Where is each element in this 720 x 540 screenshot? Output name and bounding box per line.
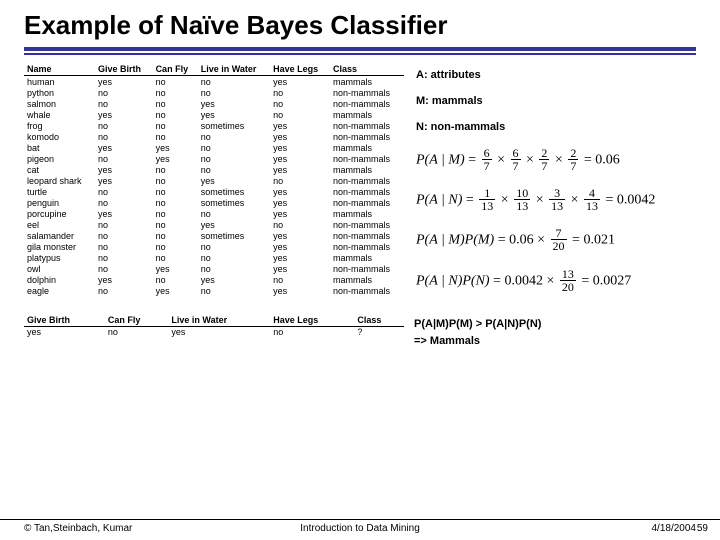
legend-a: A: attributes — [416, 69, 696, 81]
table-row: eelnonoyesnonon-mammals — [24, 219, 404, 230]
table-header: Class — [330, 63, 404, 76]
table-header: Live in Water — [168, 314, 270, 327]
table-row: eaglenoyesnoyesnon-mammals — [24, 285, 404, 296]
equation-pam: P(A | M) = 67 × 67 × 27 × 27 = 0.06 — [416, 147, 696, 173]
table-row: humanyesnonoyesmammals — [24, 76, 404, 88]
footer-date: 4/18/2004 — [652, 523, 697, 534]
table-row: pythonnononononon-mammals — [24, 87, 404, 98]
page-number: 59 — [697, 523, 708, 534]
table-row: penguinnonosometimesyesnon-mammals — [24, 197, 404, 208]
training-table: NameGive BirthCan FlyLive in WaterHave L… — [24, 63, 404, 296]
table-header: Have Legs — [270, 63, 330, 76]
table-row: salamandernonosometimesyesnon-mammals — [24, 230, 404, 241]
table-row: komodonononoyesnon-mammals — [24, 131, 404, 142]
table-header: Have Legs — [270, 314, 354, 327]
table-header: Name — [24, 63, 95, 76]
table-row: batyesyesnoyesmammals — [24, 142, 404, 153]
table-header: Class — [354, 314, 404, 327]
table-header: Give Birth — [24, 314, 105, 327]
slide-title: Example of Naïve Bayes Classifier — [24, 10, 696, 41]
footer: © Tan,Steinbach, Kumar Introduction to D… — [0, 519, 720, 534]
result-block: P(A|M)P(M) > P(A|N)P(N) => Mammals — [414, 314, 541, 351]
table-row: platypusnononoyesmammals — [24, 252, 404, 263]
table-row: catyesnonoyesmammals — [24, 164, 404, 175]
table-row: dolphinyesnoyesnomammals — [24, 274, 404, 285]
table-row: frognonosometimesyesnon-mammals — [24, 120, 404, 131]
table-row: yesnoyesno? — [24, 326, 404, 338]
table-header: Can Fly — [153, 63, 198, 76]
rule-thick — [24, 47, 696, 51]
table-row: gila monsternononoyesnon-mammals — [24, 241, 404, 252]
table-header: Can Fly — [105, 314, 169, 327]
table-row: turtlenonosometimesyesnon-mammals — [24, 186, 404, 197]
table-row: porcupineyesnonoyesmammals — [24, 208, 404, 219]
result-comparison: P(A|M)P(M) > P(A|N)P(N) — [414, 316, 541, 334]
table-row: leopard sharkyesnoyesnonon-mammals — [24, 175, 404, 186]
legend-m: M: mammals — [416, 95, 696, 107]
footer-course: Introduction to Data Mining — [300, 523, 420, 534]
rule-thin — [24, 53, 696, 55]
result-conclusion: => Mammals — [414, 333, 541, 351]
legend-n: N: non-mammals — [416, 121, 696, 133]
test-table: Give BirthCan FlyLive in WaterHave LegsC… — [24, 314, 404, 338]
equation-pan: P(A | N) = 113 × 1013 × 313 × 413 = 0.00… — [416, 187, 696, 213]
table-row: owlnoyesnoyesnon-mammals — [24, 263, 404, 274]
footer-copyright: © Tan,Steinbach, Kumar — [24, 523, 132, 534]
equation-panpn: P(A | N)P(N) = 0.0042 × 1320 = 0.0027 — [416, 268, 696, 294]
equation-pampm: P(A | M)P(M) = 0.06 × 720 = 0.021 — [416, 227, 696, 253]
table-row: pigeonnoyesnoyesnon-mammals — [24, 153, 404, 164]
table-row: whaleyesnoyesnomammals — [24, 109, 404, 120]
table-header: Live in Water — [198, 63, 270, 76]
table-row: salmonnonoyesnonon-mammals — [24, 98, 404, 109]
table-header: Give Birth — [95, 63, 153, 76]
